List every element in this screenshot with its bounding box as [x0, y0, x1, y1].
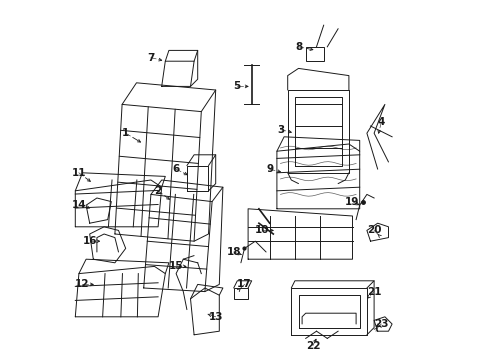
Text: 2: 2	[154, 186, 162, 196]
Text: 16: 16	[82, 236, 97, 246]
Text: 17: 17	[237, 279, 251, 289]
Text: 20: 20	[366, 225, 381, 235]
Text: 14: 14	[71, 200, 86, 210]
Text: 9: 9	[265, 164, 273, 174]
Text: 4: 4	[377, 117, 384, 127]
Text: 8: 8	[294, 42, 302, 52]
Text: 18: 18	[226, 247, 241, 257]
Bar	[233, 288, 247, 299]
Text: 5: 5	[233, 81, 241, 91]
Text: 1: 1	[122, 128, 129, 138]
Text: 11: 11	[72, 168, 86, 178]
Text: 19: 19	[345, 197, 359, 207]
Text: 3: 3	[276, 125, 284, 135]
Bar	[305, 47, 323, 61]
Text: 23: 23	[373, 319, 388, 329]
Text: 6: 6	[172, 164, 180, 174]
Text: 7: 7	[147, 53, 154, 63]
Text: 21: 21	[366, 287, 381, 297]
Text: 10: 10	[255, 225, 269, 235]
Text: 12: 12	[75, 279, 90, 289]
Text: 15: 15	[168, 261, 183, 271]
Text: 13: 13	[208, 312, 223, 322]
Text: 22: 22	[305, 341, 320, 351]
